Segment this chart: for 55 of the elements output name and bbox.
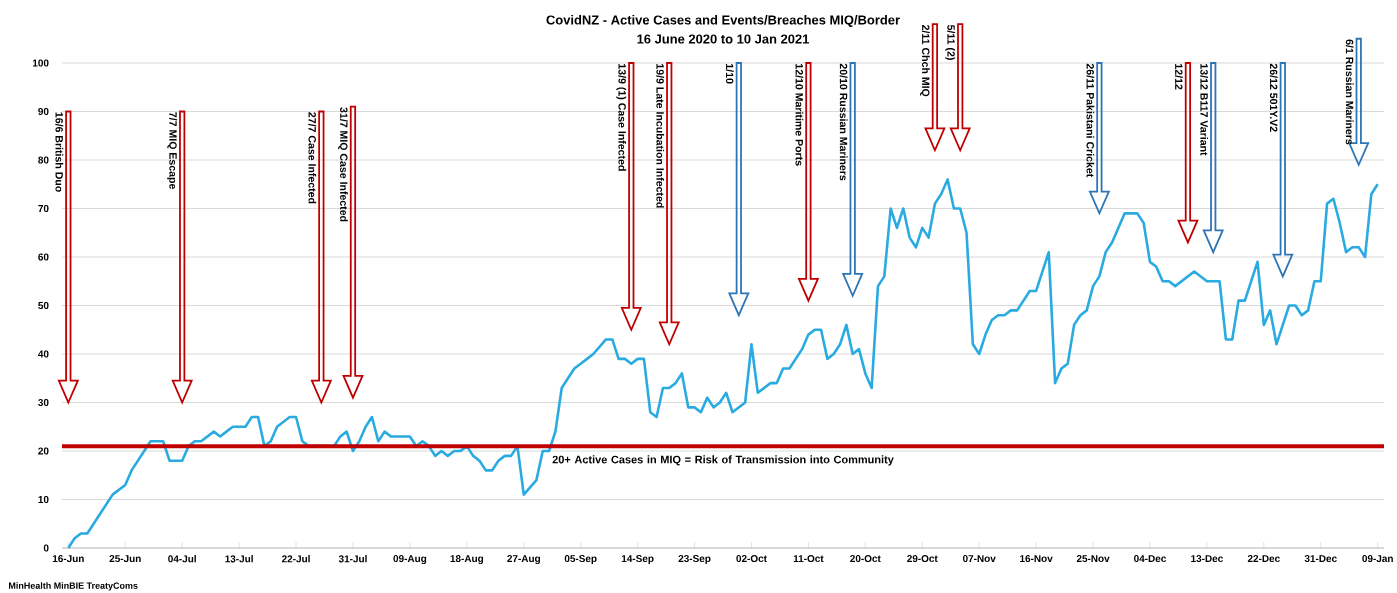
x-tick-label: 22-Jul: [281, 555, 310, 563]
y-tick-label: 20: [38, 447, 49, 455]
ref-line-label: 7/7 MIQ Escape: [167, 112, 178, 189]
ref-line-label: 20+ Active Cases in MIQ = Risk of Transmission into Community: [552, 455, 894, 466]
x-tick-label: 09-Jan: [1362, 555, 1393, 563]
x-tick-label: 16-Nov: [1020, 555, 1053, 563]
ref-line-label: 13/12 B117 Variant: [1200, 64, 1209, 156]
x-tick-label: 09-Aug: [393, 555, 427, 565]
ref-line-label: 31/7 MIQ Case Infected: [338, 107, 348, 222]
ref-line-label: 12/10 Maritime Ports: [795, 64, 804, 166]
x-tick-label: 27-Aug: [507, 555, 540, 565]
chart-subtitle: 16 June 2020 to 10 Jan 2021: [637, 34, 810, 44]
chart-title: CovidNZ - Active Cases and Events/Breaches MIQ/Border: [546, 15, 900, 27]
y-tick-label: 40: [38, 350, 49, 358]
y-tick-label: 50: [38, 301, 49, 310]
y-tick-label: 70: [38, 204, 49, 213]
x-tick-label: 02-Oct: [736, 555, 767, 563]
ref-line-label: 2/11 Chch MIQ: [920, 24, 930, 97]
ref-line-label: 12/12: [1174, 64, 1183, 90]
y-tick-label: 30: [38, 398, 49, 407]
ref-line-label: 5/11 (2): [945, 24, 956, 60]
x-tick-label: 25-Nov: [1076, 555, 1110, 563]
x-tick-label: 13-Dec: [1191, 555, 1223, 563]
x-tick-label: 04-Dec: [1134, 555, 1167, 563]
ref-line-label: 20/10 Russian Mariners: [839, 63, 848, 181]
x-tick-label: 14-Sep: [621, 555, 654, 565]
x-tick-label: 05-Sep: [564, 555, 597, 565]
x-tick-label: 18-Aug: [450, 555, 484, 565]
x-tick-label: 11-Oct: [793, 555, 824, 563]
y-tick-label: 100: [32, 59, 49, 67]
x-tick-label: 23-Sep: [678, 555, 711, 565]
y-tick-label: 0: [43, 544, 49, 552]
x-tick-label: 25-Jun: [109, 555, 141, 563]
x-tick-label: 31-Dec: [1304, 555, 1337, 563]
ref-line-label: 27/7 Case Infected: [308, 112, 317, 204]
x-tick-label: 20-Oct: [850, 555, 881, 563]
y-tick-label: 10: [38, 495, 49, 504]
ref-line-label: 26/11 Pakistani Cricket: [1086, 63, 1095, 178]
y-tick-label: 60: [38, 253, 49, 261]
x-tick-label: 16-Jun: [52, 555, 84, 563]
ref-line-label: 1/10: [725, 64, 734, 84]
ref-line-label: 6/1 Russian Mariners: [1345, 39, 1354, 145]
text: MinHealth MinBIE TreatyComs: [8, 582, 138, 591]
x-tick-label: 31-Jul: [338, 555, 367, 563]
x-tick-label: 22-Dec: [1247, 555, 1280, 563]
y-tick-label: 90: [38, 107, 49, 116]
ref-line-label: 16/6 British Duo: [55, 112, 64, 192]
x-tick-label: 29-Oct: [907, 555, 938, 563]
ref-line-label: 19/9 Late Incubation Infected: [656, 64, 665, 208]
x-tick-label: 04-Jul: [168, 555, 196, 563]
y-tick-label: 80: [38, 156, 49, 164]
ref-line-label: 26/12 501Y.V2: [1269, 63, 1278, 132]
x-tick-label: 07-Nov: [962, 555, 996, 563]
x-tick-label: 13-Jul: [225, 555, 253, 563]
ref-line-label: 13/9 (1) Case Infected: [616, 64, 627, 171]
